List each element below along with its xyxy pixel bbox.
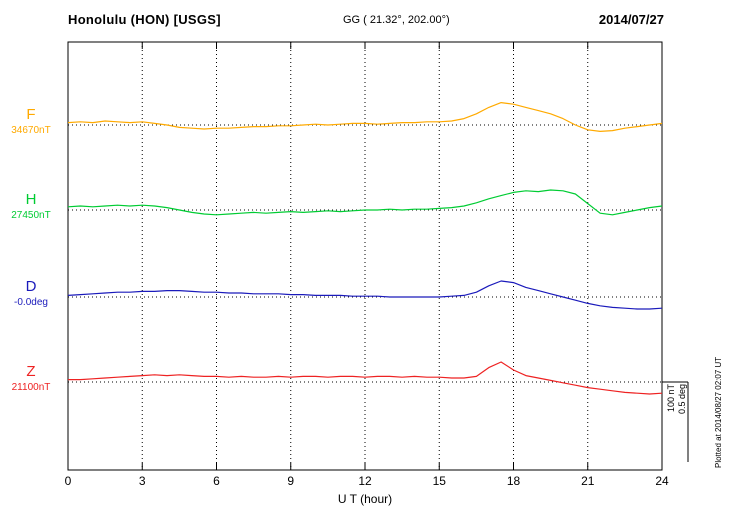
geo-coordinates: GG ( 21.32°, 202.00°) <box>343 14 450 26</box>
x-tick-label: 15 <box>432 474 446 488</box>
x-axis-title: U T (hour) <box>337 492 393 506</box>
channel-letter: H <box>25 191 37 208</box>
scale-bar-labels: 100 nT 0.5 deg <box>666 384 687 464</box>
trace-D <box>67 280 663 310</box>
x-tick-label: 0 <box>64 474 72 488</box>
channel-letter: D <box>25 278 37 295</box>
channel-baseline-value: 34670nT <box>11 125 51 136</box>
channel-letter: Z <box>26 363 36 380</box>
channel-label-D: D -0.0deg <box>0 279 62 308</box>
x-tick-label: 12 <box>358 474 372 488</box>
station-title: Honolulu (HON) [USGS] <box>68 12 221 27</box>
channel-baseline-value: -0.0deg <box>14 297 48 308</box>
trace-Z <box>68 361 663 395</box>
x-tick-label: 21 <box>581 474 595 488</box>
x-tick-label: 24 <box>655 474 669 488</box>
x-tick-label: 9 <box>287 474 295 488</box>
channel-baseline-value: 27450nT <box>11 210 51 221</box>
scale-label-deg: 0.5 deg <box>677 384 687 415</box>
channel-label-H: H 27450nT <box>0 192 62 221</box>
x-tick-label: 6 <box>213 474 220 488</box>
channel-baseline-value: 21100nT <box>11 382 51 393</box>
trace-F <box>67 101 663 132</box>
channel-label-F: F 34670nT <box>0 107 62 136</box>
x-tick-label: 18 <box>506 474 521 488</box>
x-tick-label: 3 <box>138 474 146 488</box>
date-label: 2014/07/27 <box>598 12 664 27</box>
channel-letter: F <box>26 106 36 123</box>
scale-label-nt: 100 nT <box>666 384 676 413</box>
plotted-at-note: Plotted at 2014/08/27 02:07 UT <box>714 356 723 468</box>
channel-label-Z: Z 21100nT <box>0 364 62 393</box>
trace-H <box>67 189 663 216</box>
